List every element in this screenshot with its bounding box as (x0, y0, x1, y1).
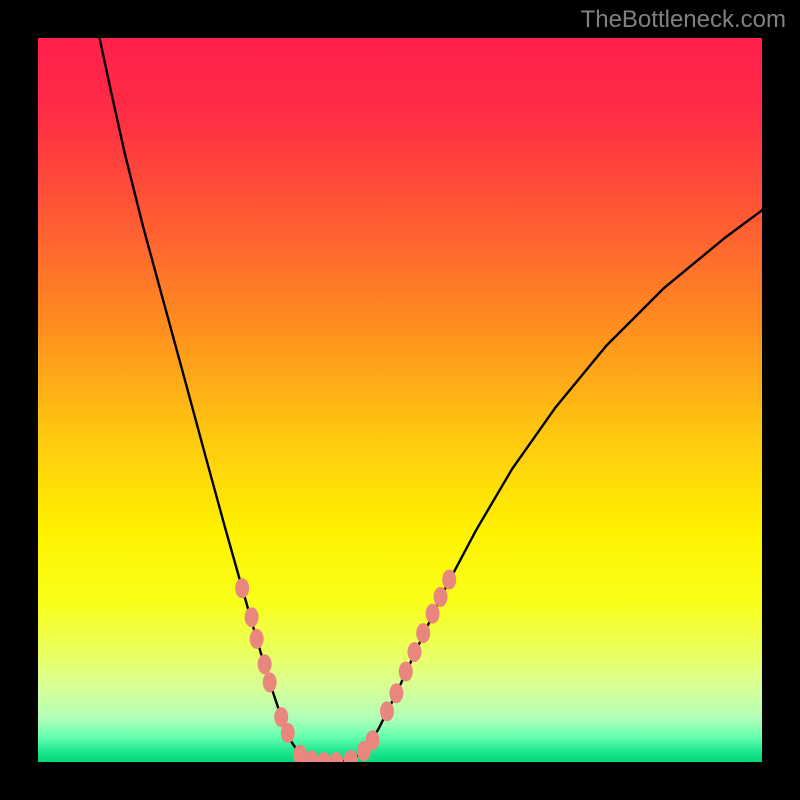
curve-marker (380, 701, 394, 721)
curve-marker (442, 570, 456, 590)
curve-marker (426, 604, 440, 624)
chart-frame (0, 0, 800, 800)
curve-marker (235, 578, 249, 598)
curve-marker (365, 730, 379, 750)
curve-marker (434, 587, 448, 607)
curve-marker (281, 723, 295, 743)
curve-marker (416, 623, 430, 643)
watermark-text: TheBottleneck.com (581, 6, 786, 34)
curve-marker (245, 607, 259, 627)
curve-marker (389, 683, 403, 703)
curve-marker (258, 654, 272, 674)
curve-marker (263, 672, 277, 692)
chart-background (38, 38, 762, 762)
curve-marker (407, 642, 421, 662)
chart-svg (38, 38, 762, 762)
curve-marker (399, 662, 413, 682)
curve-marker (250, 629, 264, 649)
